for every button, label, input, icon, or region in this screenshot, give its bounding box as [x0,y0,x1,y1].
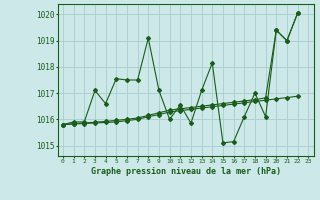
X-axis label: Graphe pression niveau de la mer (hPa): Graphe pression niveau de la mer (hPa) [91,167,281,176]
